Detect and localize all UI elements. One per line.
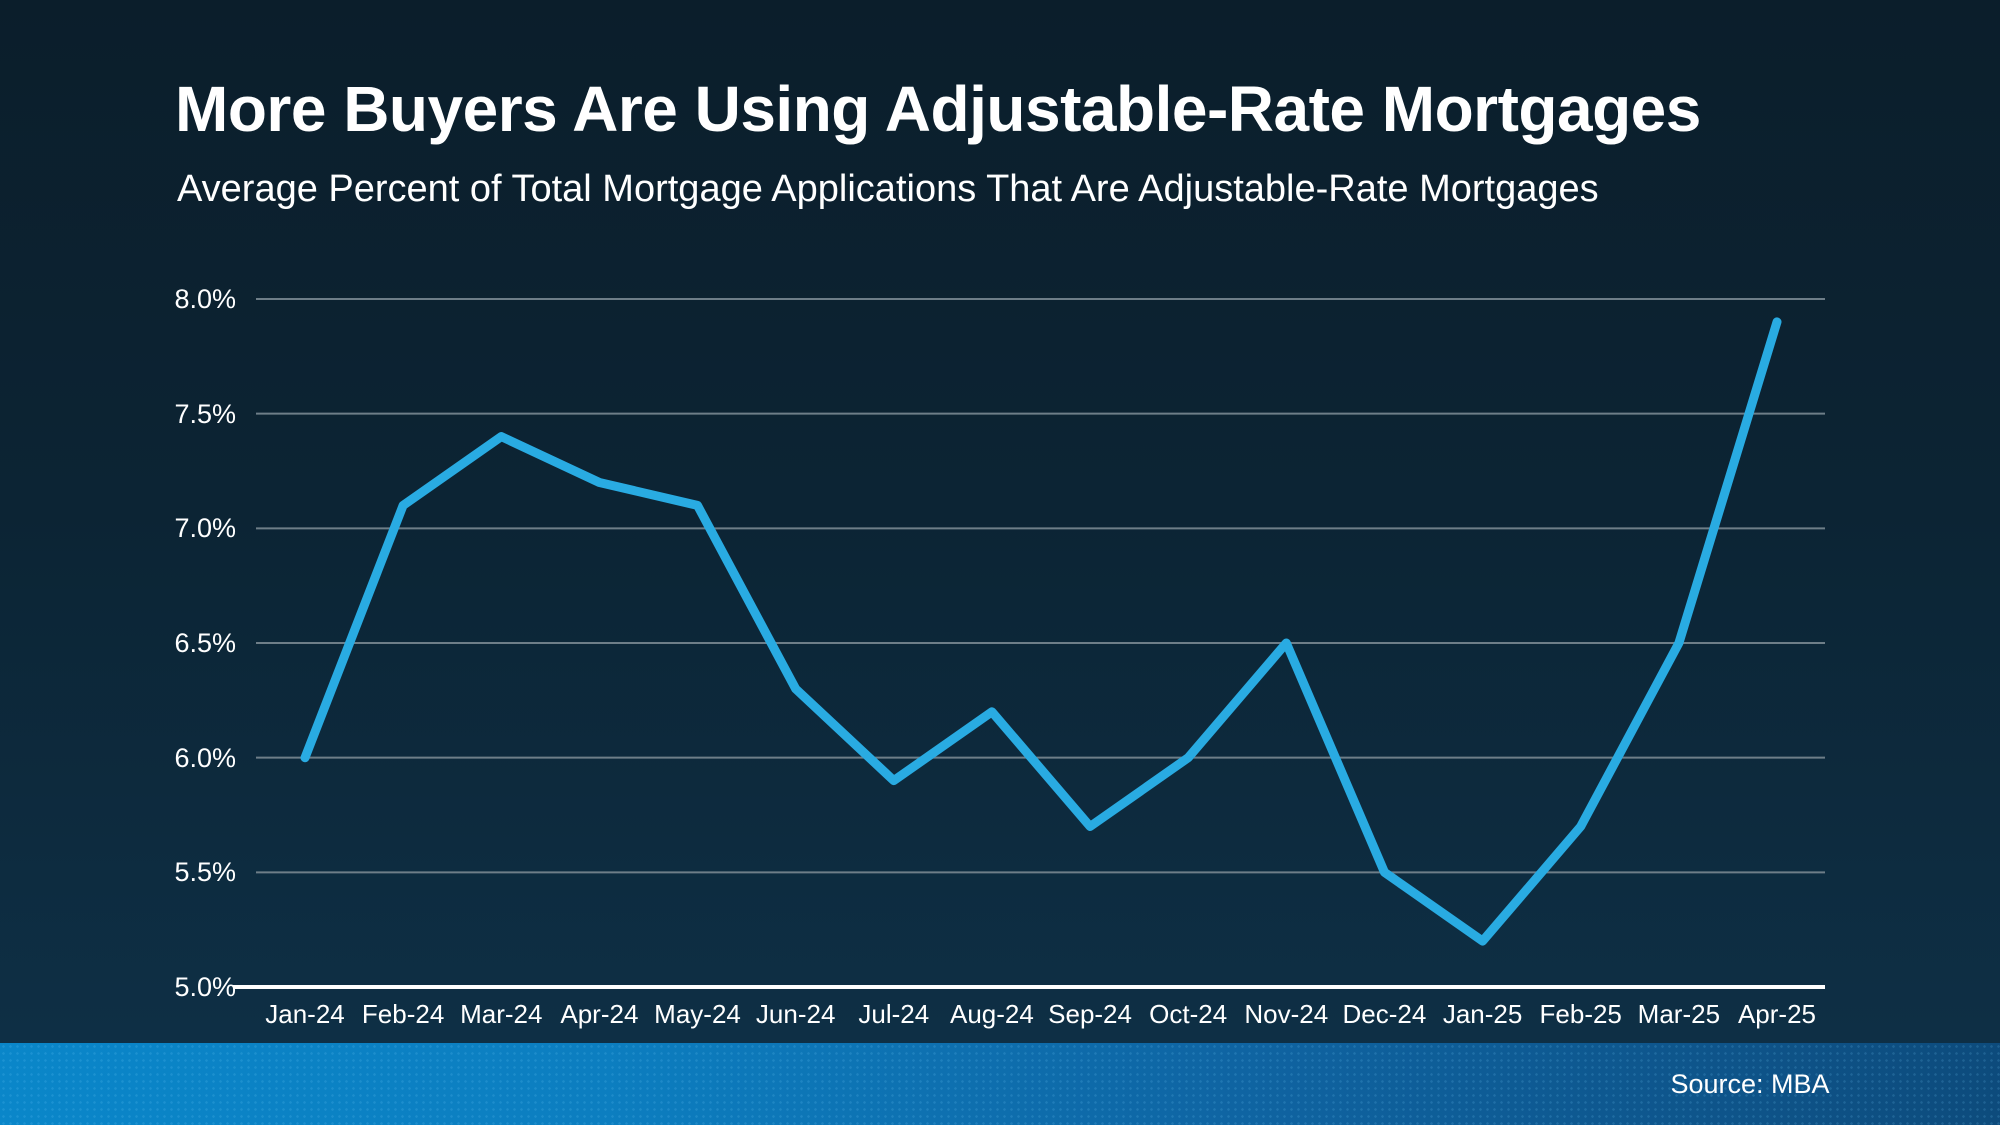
x-tick-label: Jan-25 [1442,999,1523,1029]
x-tick-label: Jun-24 [755,999,836,1029]
x-tick-label: Dec-24 [1342,999,1427,1029]
data-line [300,317,1782,946]
x-tick-label: Sep-24 [1048,999,1132,1029]
x-tick-label: Feb-24 [361,999,445,1029]
y-tick-label: 7.0% [174,513,236,544]
y-tick-label: 5.0% [174,972,236,1002]
y-tick-label: 7.5% [174,398,236,429]
source-label: Source: MBA [1670,1069,1830,1099]
y-tick-label: 8.0% [174,284,236,314]
x-tick-label: May-24 [654,999,741,1029]
y-tick-label: 6.0% [174,742,236,773]
x-tick-label: Apr-24 [560,999,639,1029]
x-tick-label: Nov-24 [1244,999,1329,1029]
chart-subtitle: Average Percent of Total Mortgage Applic… [177,168,1599,210]
y-tick-label: 6.5% [174,628,236,658]
footer-bar [0,1043,2000,1125]
y-tick-label: 5.5% [174,857,236,888]
x-tick-label: Apr-25 [1737,999,1817,1029]
x-tick-label: Aug-24 [950,999,1034,1029]
x-tick-label: Oct-24 [1149,999,1228,1029]
x-tick-label: Feb-25 [1539,999,1622,1029]
x-tick-label: Mar-25 [1637,999,1721,1029]
chart-title: More Buyers Are Using Adjustable-Rate Mo… [175,73,1701,145]
x-tick-label: Jan-24 [265,999,345,1029]
x-tick-label: Mar-24 [460,999,543,1029]
x-tick-label: Jul-24 [858,999,930,1029]
